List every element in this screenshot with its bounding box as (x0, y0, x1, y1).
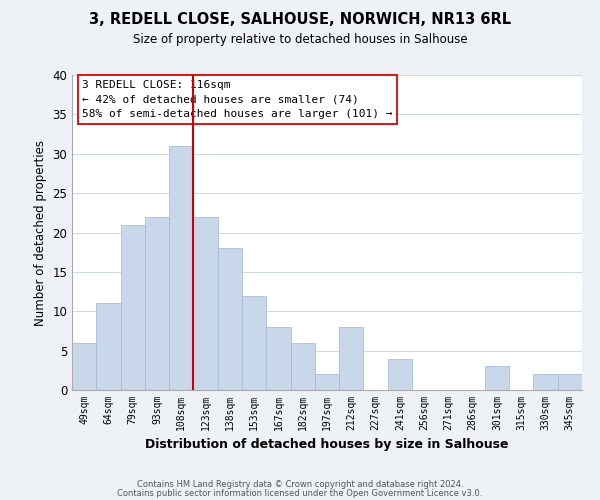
Y-axis label: Number of detached properties: Number of detached properties (34, 140, 47, 326)
Bar (290, 343, 315, 390)
Text: 3 REDELL CLOSE: 116sqm
← 42% of detached houses are smaller (74)
58% of semi-det: 3 REDELL CLOSE: 116sqm ← 42% of detached… (82, 80, 392, 120)
Bar (72, 343, 96, 390)
Bar (315, 374, 339, 390)
Bar (485, 366, 509, 390)
Bar (558, 374, 582, 390)
Bar (388, 358, 412, 390)
Bar (121, 224, 145, 390)
Text: Size of property relative to detached houses in Salhouse: Size of property relative to detached ho… (133, 32, 467, 46)
Bar (96, 304, 121, 390)
Bar (169, 146, 193, 390)
Bar (533, 374, 558, 390)
Text: Contains HM Land Registry data © Crown copyright and database right 2024.: Contains HM Land Registry data © Crown c… (137, 480, 463, 489)
Bar (339, 327, 364, 390)
Bar (242, 296, 266, 390)
Bar (193, 217, 218, 390)
Text: Contains public sector information licensed under the Open Government Licence v3: Contains public sector information licen… (118, 488, 482, 498)
X-axis label: Distribution of detached houses by size in Salhouse: Distribution of detached houses by size … (145, 438, 509, 452)
Bar (218, 248, 242, 390)
Bar (145, 217, 169, 390)
Bar (266, 327, 290, 390)
Text: 3, REDELL CLOSE, SALHOUSE, NORWICH, NR13 6RL: 3, REDELL CLOSE, SALHOUSE, NORWICH, NR13… (89, 12, 511, 28)
